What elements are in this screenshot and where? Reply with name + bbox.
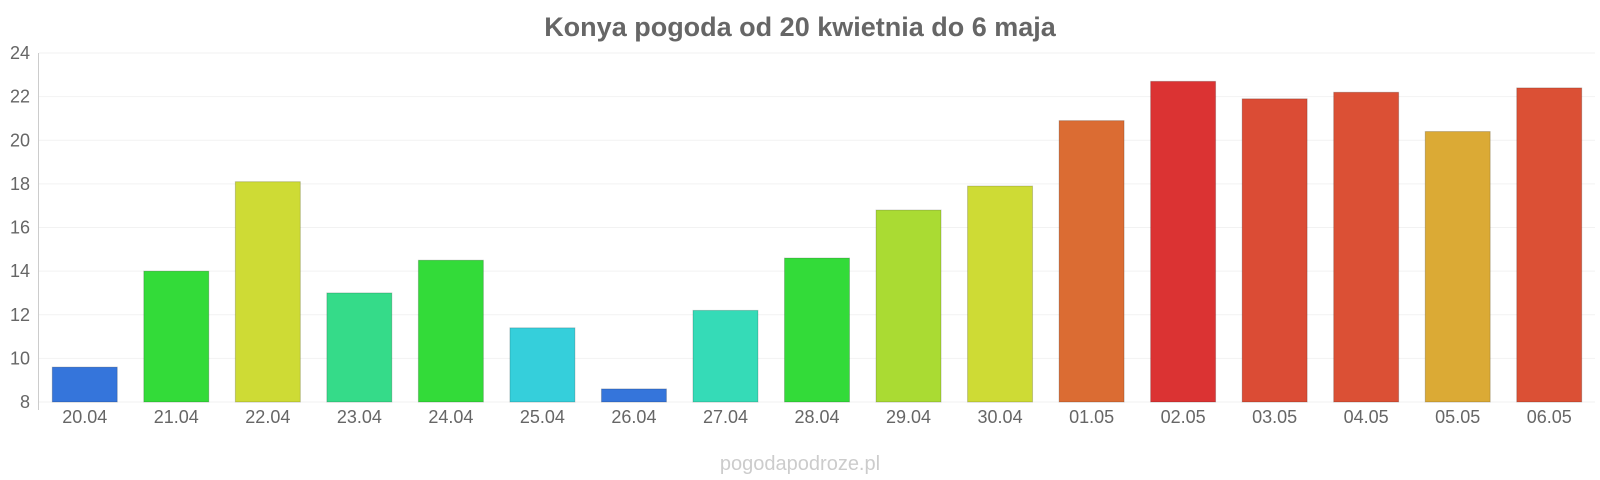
x-tick-label: 21.04 [154,407,199,427]
watermark: pogodapodroze.pl [720,453,880,475]
bar-29.04[interactable] [875,209,942,403]
bar-26.04[interactable] [600,388,667,403]
bar-01.05[interactable] [1058,120,1125,403]
x-tick-label: 02.05 [1161,407,1206,427]
x-tick-label: 26.04 [611,407,656,427]
bar-23.04[interactable] [326,292,393,403]
x-axis-ticks: 20.04 21.04 22.04 23.04 24.04 25.04 26.04 27.04… [62,407,1572,427]
bar-06.05[interactable] [1516,87,1583,403]
y-tick-label: 16 [10,218,30,238]
bar-03.05[interactable] [1241,98,1308,403]
y-tick-label: 10 [10,348,30,368]
y-tick-label: 8 [20,392,30,412]
bar-21.04[interactable] [143,270,210,403]
x-tick-label: 29.04 [886,407,931,427]
y-tick-label: 20 [10,130,30,150]
bar-25.04[interactable] [509,327,576,403]
bar-27.04[interactable] [692,309,759,403]
bar-04.05[interactable] [1333,91,1400,403]
y-tick-label: 18 [10,174,30,194]
x-tick-label: 25.04 [520,407,565,427]
bar-24.04[interactable] [417,259,484,403]
y-tick-label: 22 [10,87,30,107]
bar-20.04[interactable] [51,366,118,403]
bar-05.05[interactable] [1424,131,1491,403]
x-tick-label: 20.04 [62,407,107,427]
y-tick-label: 14 [10,261,30,281]
x-tick-label: 03.05 [1252,407,1297,427]
y-axis-ticks: 8 10 12 14 16 18 20 22 24 [10,43,30,412]
bar-22.04[interactable] [234,181,301,403]
x-tick-label: 27.04 [703,407,748,427]
bar-28.04[interactable] [784,257,850,403]
y-tick-label: 24 [10,43,30,63]
x-tick-label: 06.05 [1527,407,1572,427]
x-tick-label: 04.05 [1344,407,1389,427]
bars [51,80,1583,403]
y-tick-label: 12 [10,305,30,325]
bar-30.04[interactable] [967,185,1034,403]
chart-title: Konya pogoda od 20 kwietnia do 6 maja [544,12,1057,42]
x-tick-label: 23.04 [337,407,382,427]
x-tick-label: 24.04 [428,407,473,427]
bar-02.05[interactable] [1150,80,1217,403]
x-tick-label: 28.04 [794,407,839,427]
x-tick-label: 01.05 [1069,407,1114,427]
x-tick-label: 30.04 [978,407,1023,427]
x-tick-label: 22.04 [245,407,290,427]
x-tick-label: 05.05 [1435,407,1480,427]
